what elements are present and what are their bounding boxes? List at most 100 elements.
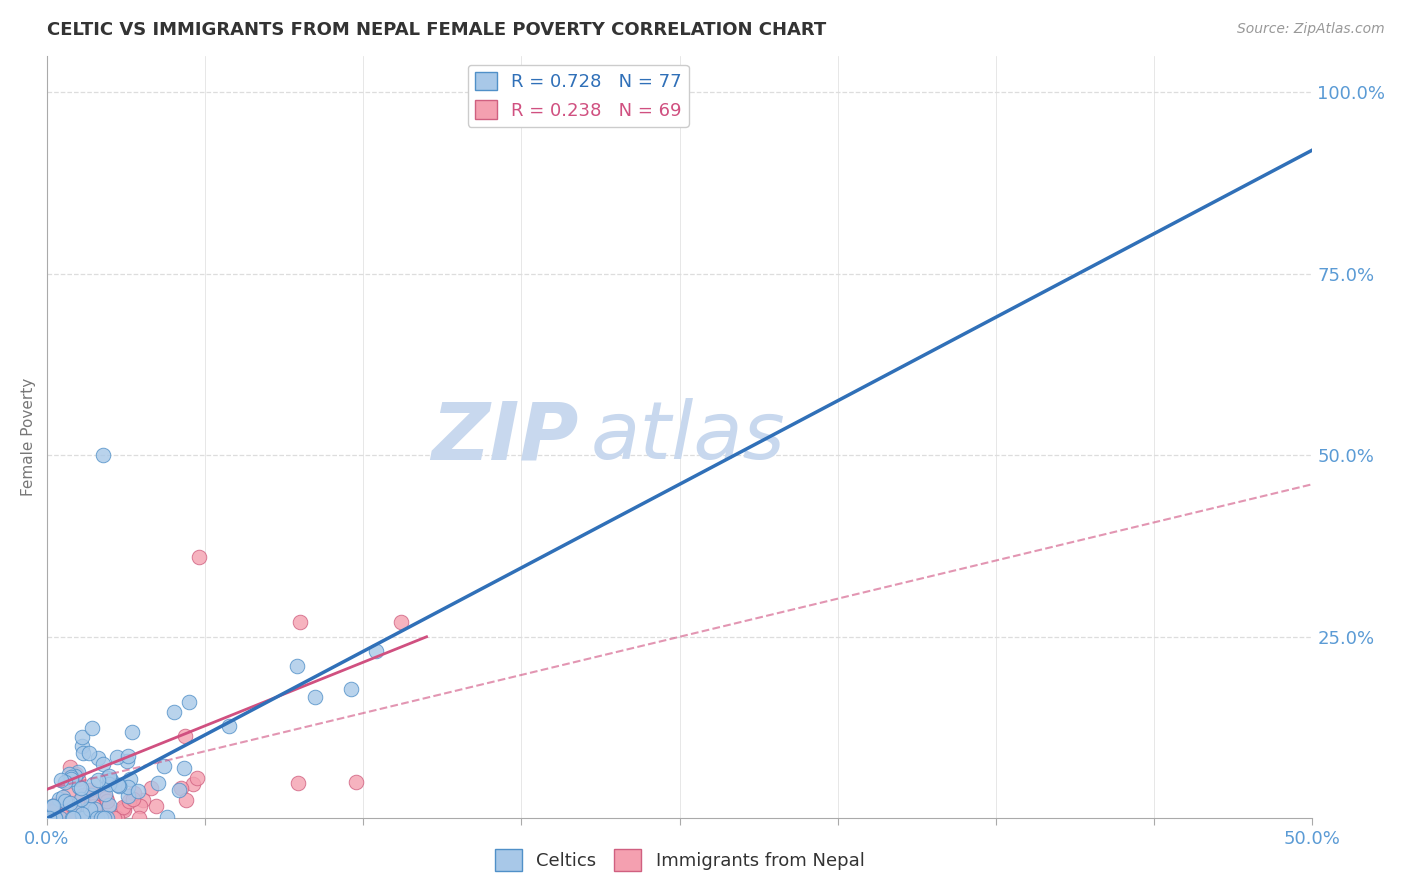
Point <box>53 774 76 789</box>
Point <box>41 811 63 825</box>
Point <box>80 788 103 802</box>
Point <box>79 802 101 816</box>
Text: atlas: atlas <box>591 398 786 476</box>
Point <box>70 780 93 795</box>
Point <box>77 746 100 760</box>
Point <box>38 811 60 825</box>
Point <box>72 789 94 803</box>
Point <box>98 773 121 788</box>
Point <box>42 811 65 825</box>
Point <box>156 810 179 824</box>
Point <box>108 779 131 793</box>
Point <box>44 802 66 816</box>
Point <box>96 811 118 825</box>
Point <box>100 772 122 787</box>
Point <box>53 794 76 808</box>
Point <box>83 799 105 814</box>
Point <box>72 799 94 814</box>
Point <box>75 811 97 825</box>
Point <box>98 777 121 791</box>
Point <box>66 795 89 809</box>
Point <box>66 811 89 825</box>
Point <box>287 775 309 789</box>
Point <box>86 811 108 825</box>
Point <box>51 796 73 810</box>
Point <box>56 787 79 801</box>
Point <box>38 811 60 825</box>
Point <box>48 811 70 825</box>
Point <box>62 799 84 814</box>
Point <box>84 802 107 816</box>
Point <box>132 792 155 806</box>
Point <box>46 811 69 825</box>
Point <box>98 768 121 782</box>
Point <box>105 750 128 764</box>
Point <box>60 772 83 786</box>
Point <box>117 789 139 804</box>
Point <box>176 793 198 807</box>
Point <box>146 775 169 789</box>
Point <box>90 811 112 825</box>
Y-axis label: Female Poverty: Female Poverty <box>21 378 35 496</box>
Legend: Celtics, Immigrants from Nepal: Celtics, Immigrants from Nepal <box>488 841 872 878</box>
Point <box>70 807 93 822</box>
Point <box>72 811 94 825</box>
Point <box>167 783 190 797</box>
Point <box>60 811 83 825</box>
Point <box>364 644 387 658</box>
Point <box>65 767 87 781</box>
Point <box>41 811 63 825</box>
Point <box>42 798 65 813</box>
Point <box>97 798 120 813</box>
Point <box>44 811 66 825</box>
Point <box>86 751 108 765</box>
Point <box>59 760 82 774</box>
Point <box>79 783 101 797</box>
Point <box>93 811 115 825</box>
Point <box>145 799 167 814</box>
Point <box>107 778 129 792</box>
Point <box>304 690 326 704</box>
Point <box>70 792 93 806</box>
Point <box>59 796 82 810</box>
Point <box>70 731 93 745</box>
Point <box>41 805 63 819</box>
Point <box>187 549 209 564</box>
Point <box>128 811 150 825</box>
Point <box>49 811 72 825</box>
Point <box>96 794 118 808</box>
Point <box>118 772 141 787</box>
Point <box>91 448 114 462</box>
Point <box>177 695 200 709</box>
Text: CELTIC VS IMMIGRANTS FROM NEPAL FEMALE POVERTY CORRELATION CHART: CELTIC VS IMMIGRANTS FROM NEPAL FEMALE P… <box>46 21 827 39</box>
Point <box>84 811 107 825</box>
Point <box>96 771 118 785</box>
Point <box>62 811 84 825</box>
Point <box>48 811 70 825</box>
Point <box>66 772 89 787</box>
Point <box>124 786 146 800</box>
Point <box>121 724 143 739</box>
Point <box>117 754 139 768</box>
Point <box>186 771 208 785</box>
Point <box>181 777 204 791</box>
Point <box>285 659 308 673</box>
Point <box>288 615 311 630</box>
Point <box>105 811 128 825</box>
Point <box>76 811 98 825</box>
Point <box>58 766 80 780</box>
Point <box>114 803 136 817</box>
Point <box>62 811 84 825</box>
Text: ZIP: ZIP <box>432 398 578 476</box>
Point <box>67 780 90 794</box>
Point <box>38 811 60 825</box>
Point <box>65 811 87 825</box>
Point <box>87 773 110 788</box>
Point <box>174 729 197 743</box>
Point <box>139 781 162 796</box>
Point <box>80 811 103 825</box>
Point <box>97 800 120 814</box>
Point <box>38 811 60 825</box>
Point <box>44 811 66 825</box>
Point <box>39 811 62 825</box>
